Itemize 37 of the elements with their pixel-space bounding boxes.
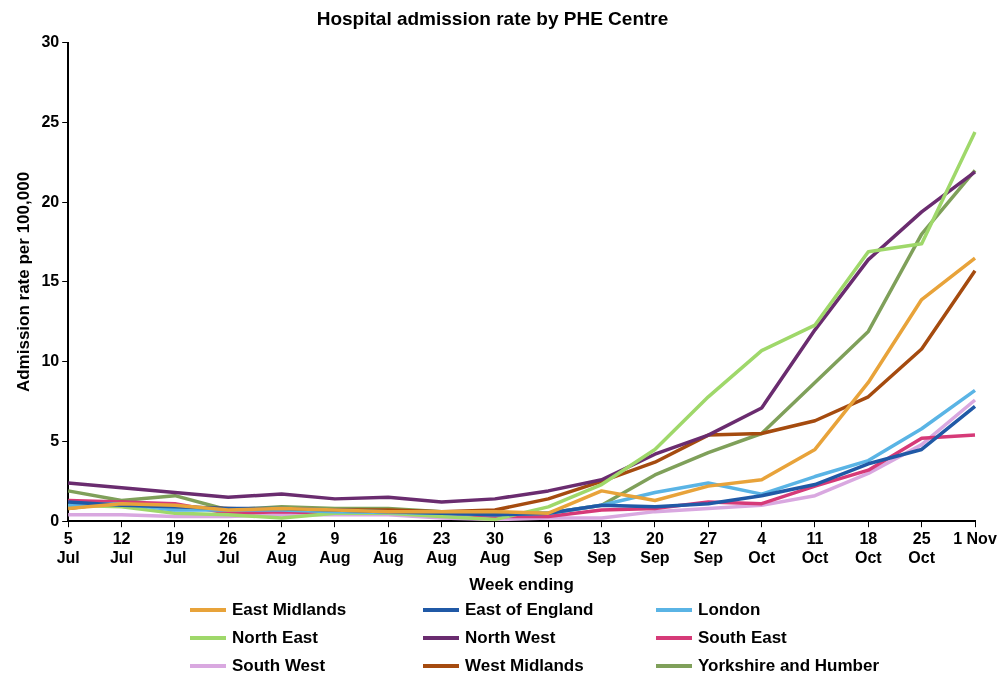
legend-label: East Midlands xyxy=(232,600,347,620)
x-tick-label: 9 Aug xyxy=(319,530,351,567)
x-tick-label: 12 Jul xyxy=(109,530,134,567)
x-tick-label: 4 Oct xyxy=(748,530,776,567)
y-tick-label: 5 xyxy=(50,431,60,449)
legend-label: South West xyxy=(232,656,326,676)
y-tick-label: 15 xyxy=(41,272,60,290)
legend-label: London xyxy=(698,600,761,620)
y-tick-label: 25 xyxy=(41,112,60,130)
y-axis-title: Admission rate per 100,000 xyxy=(13,171,33,393)
legend-label: North West xyxy=(465,628,556,648)
x-tick-label: 6 Sep xyxy=(533,530,564,567)
x-tick-label: 11 Oct xyxy=(801,530,829,567)
x-tick-label: 20 Sep xyxy=(640,530,670,567)
x-tick-label: 23 Aug xyxy=(426,530,458,567)
x-tick-label: 25 Oct xyxy=(908,530,936,567)
chart-title: Hospital admission rate by PHE Centre xyxy=(316,7,669,29)
y-tick-label: 10 xyxy=(41,352,60,370)
y-tick-label: 30 xyxy=(41,33,60,51)
y-tick-label: 20 xyxy=(41,192,60,210)
x-tick-label: 13 Sep xyxy=(586,530,617,567)
legend-label: Yorkshire and Humber xyxy=(698,656,880,676)
legend-label: South East xyxy=(698,628,787,648)
x-tick-label: 26 Jul xyxy=(216,530,240,567)
x-tick-label: 19 Jul xyxy=(163,530,187,567)
legend-label: North East xyxy=(232,628,318,648)
x-tick-label: 5 Jul xyxy=(56,530,80,567)
x-tick-label: 2 Aug xyxy=(266,530,298,567)
x-tick-label: 16 Aug xyxy=(372,530,404,567)
x-axis-title: Week ending xyxy=(469,575,574,595)
x-tick-label: 27 Sep xyxy=(693,530,724,567)
x-tick-label: 30 Aug xyxy=(479,530,511,567)
x-tick-label: 18 Oct xyxy=(854,530,883,567)
legend-label: East of England xyxy=(465,600,594,620)
y-tick-label: 0 xyxy=(50,511,60,529)
legend-label: West Midlands xyxy=(465,656,584,676)
x-tick-label: 1 Nov xyxy=(953,530,997,548)
